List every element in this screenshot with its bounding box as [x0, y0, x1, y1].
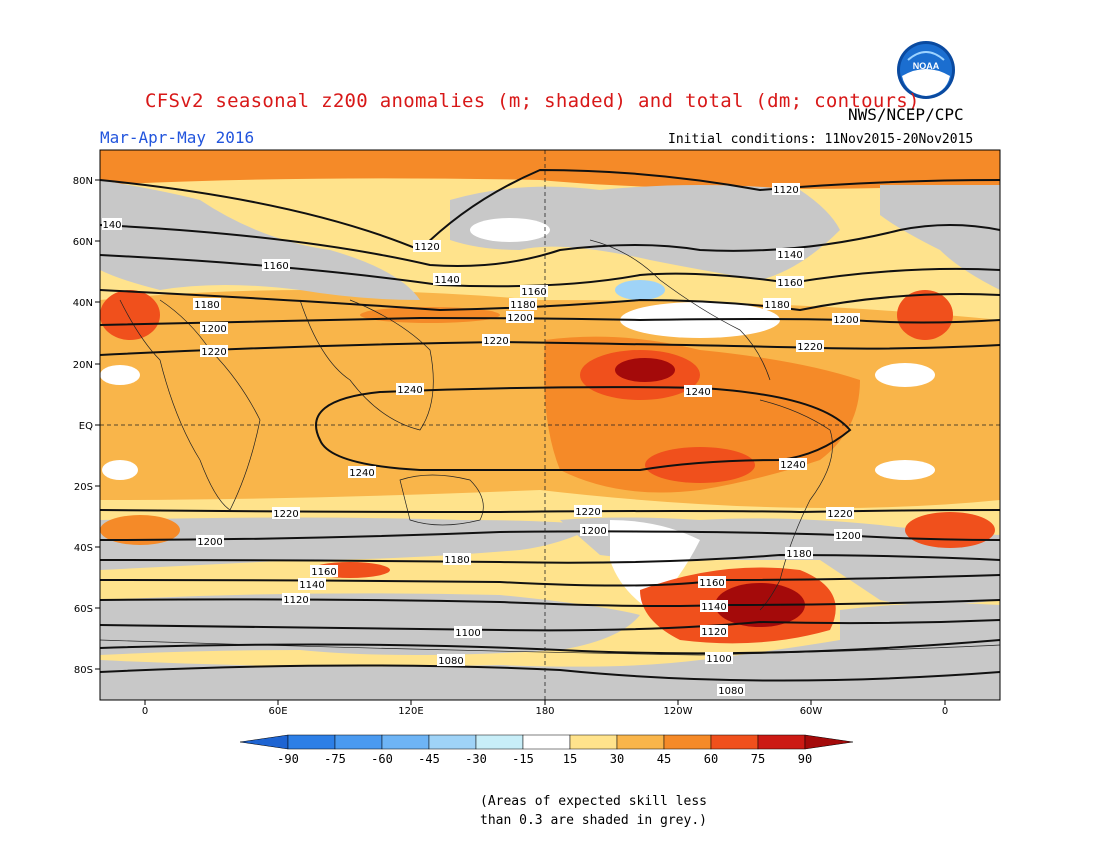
footnote: (Areas of expected skill less than 0.3 a…: [480, 792, 707, 830]
lon-label: 180: [535, 706, 554, 717]
colorbar-segment: [616, 734, 665, 750]
contour-label-1180d: 1180: [786, 549, 811, 560]
contour-label-1160d: 1160: [311, 567, 336, 578]
lat-label: 60N: [73, 237, 93, 248]
contour-label-1220c: 1220: [797, 342, 822, 353]
contour-label-1200f: 1200: [835, 531, 860, 542]
colorbar: -90 -75 -60 -45 -30 -15 15 30 45 60 75 90: [239, 734, 854, 766]
contour-label-1100a: 1100: [455, 628, 480, 639]
contour-label-1220b: 1220: [201, 347, 226, 358]
contour-label-1080b: 1080: [718, 686, 743, 697]
longitude-axis: 0 60E 120E 180 120W 60W 0: [142, 700, 948, 717]
lon-label: 0: [942, 706, 948, 717]
noaa-logo-text: NOAA: [913, 61, 940, 71]
contour-label-1220f: 1220: [827, 509, 852, 520]
latitude-axis: 80N 60N 40N 20N EQ 20S 40S 60S 80S: [73, 176, 100, 676]
lon-label: 120E: [398, 706, 423, 717]
contour-label-1160b: 1160: [521, 287, 546, 298]
contour-label-1200a: 1200: [507, 313, 532, 324]
contour-label-1140b: 1140: [777, 250, 802, 261]
lat-label: 20N: [73, 360, 93, 371]
lat-label: 80S: [74, 665, 93, 676]
contour-label-140: 140: [102, 220, 121, 231]
contour-label-1200e: 1200: [197, 537, 222, 548]
lon-label: 120W: [664, 706, 693, 717]
contour-label-1220d: 1220: [273, 509, 298, 520]
negative-anomaly-area: [615, 280, 665, 300]
contour-label-1180b: 1180: [510, 300, 535, 311]
page-title: CFSv2 seasonal z200 anomalies (m; shaded…: [145, 90, 920, 112]
colorbar-segment: [569, 734, 618, 750]
contour-label-1120c: 1120: [283, 595, 308, 606]
contour-label-1120a: 1120: [773, 185, 798, 196]
contour-label-1220e: 1220: [575, 507, 600, 518]
contour-label-1180e: 1180: [444, 555, 469, 566]
colorbar-segment: [757, 734, 806, 750]
contour-label-1200c: 1200: [833, 315, 858, 326]
contour-label-1120b: 1120: [414, 242, 439, 253]
colorbar-label: 90: [798, 752, 812, 766]
contour-label-1240b: 1240: [685, 387, 710, 398]
contour-label-1240a: 1240: [397, 385, 422, 396]
agency-label: NWS/NCEP/CPC: [848, 105, 964, 124]
colorbar-label: -75: [324, 752, 346, 766]
contour-label-1180c: 1180: [764, 300, 789, 311]
colorbar-right-arrow: [804, 734, 854, 750]
lat-label: 40N: [73, 298, 93, 309]
lon-label: 60E: [268, 706, 287, 717]
contour-label-1100b: 1100: [706, 654, 731, 665]
contour-labels: 1120 1120 1160 1140 1140 1160 1160 1180 …: [102, 183, 862, 697]
colorbar-label: -90: [277, 752, 299, 766]
colorbar-segment: [663, 734, 712, 750]
contour-label-1160a: 1160: [263, 261, 288, 272]
colorbar-segment: [287, 734, 336, 750]
lon-label: 0: [142, 706, 148, 717]
lon-label: 60W: [800, 706, 823, 717]
contour-label-1140d: 1140: [701, 602, 726, 613]
contour-label-1160e: 1160: [699, 578, 724, 589]
contour-label-1240c: 1240: [349, 468, 374, 479]
contour-label-1240d: 1240: [780, 460, 805, 471]
lat-label: 80N: [73, 176, 93, 187]
colorbar-label: 15: [563, 752, 577, 766]
lat-label: 60S: [74, 604, 93, 615]
initial-conditions-label: Initial conditions: 11Nov2015-20Nov2015: [668, 132, 974, 147]
lat-label: EQ: [79, 421, 93, 432]
colorbar-label: 75: [751, 752, 765, 766]
colorbar-label: -30: [465, 752, 487, 766]
season-label: Mar-Apr-May 2016: [100, 128, 255, 147]
contour-label-1120d: 1120: [701, 627, 726, 638]
colorbar-label: -45: [418, 752, 440, 766]
noaa-logo: NOAA: [896, 40, 956, 100]
colorbar-label: -15: [512, 752, 534, 766]
contour-label-1200b: 1200: [201, 324, 226, 335]
height-contours: [100, 168, 1000, 682]
contour-label-1140c: 1140: [299, 580, 324, 591]
colorbar-segment: [522, 734, 571, 750]
lat-label: 40S: [74, 543, 93, 554]
colorbar-segment: [475, 734, 524, 750]
colorbar-label: 30: [610, 752, 624, 766]
colorbar-label: 45: [657, 752, 671, 766]
colorbar-label: -60: [371, 752, 393, 766]
contour-label-1200d: 1200: [581, 526, 606, 537]
contour-label-1140a: 1140: [434, 275, 459, 286]
contour-label-1220a: 1220: [483, 336, 508, 347]
colorbar-segment: [334, 734, 383, 750]
colorbar-left-arrow: [239, 734, 289, 750]
colorbar-segment: [381, 734, 430, 750]
colorbar-segment: [710, 734, 759, 750]
contour-label-1080a: 1080: [438, 656, 463, 667]
footnote-line-2: than 0.3 are shaded in grey.): [480, 813, 707, 828]
lat-label: 20S: [74, 482, 93, 493]
contour-label-1180a: 1180: [194, 300, 219, 311]
footnote-line-1: (Areas of expected skill less: [480, 794, 707, 809]
colorbar-segment: [428, 734, 477, 750]
contour-label-1160c: 1160: [777, 278, 802, 289]
colorbar-label: 60: [704, 752, 718, 766]
